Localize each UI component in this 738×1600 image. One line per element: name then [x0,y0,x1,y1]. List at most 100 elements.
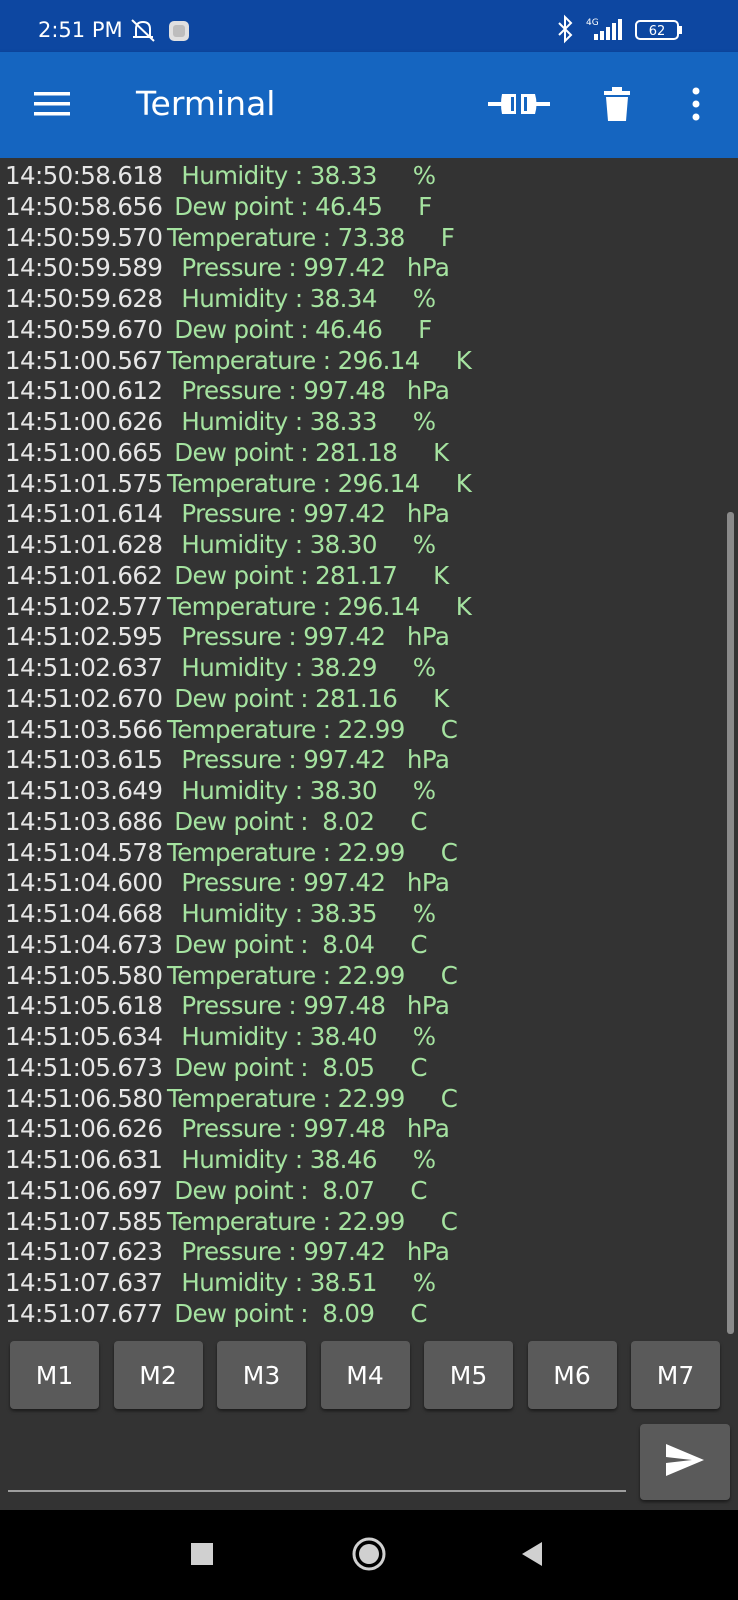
more-vert-icon [691,87,701,126]
line-message: Pressure : 997.42 hPa [167,868,450,898]
line-message: Humidity : 38.33 % [167,161,436,190]
connect-plug-icon [488,89,550,124]
line-message: Dew point : 281.17 K [167,560,449,590]
terminal-line: 14:50:59.670 Dew point : 46.46 F [0,312,738,344]
line-timestamp: 14:51:05.634 [5,1022,163,1051]
recents-button[interactable] [178,1532,226,1580]
scrollbar[interactable] [727,512,734,1334]
terminal-line: 14:51:04.668 Humidity : 38.35 % [0,896,738,928]
terminal-output[interactable]: 14:50:58.618 Humidity : 38.33 % 14:50:58.… [0,158,738,1334]
signal-icon: 4G [580,16,630,47]
menu-button[interactable] [24,78,80,134]
terminal-line: 14:50:59.589 Pressure : 997.42 hPa [0,250,738,283]
terminal-line: 14:51:04.578 Temperature : 22.99 C [0,835,738,867]
terminal-line: 14:51:07.677 Dew point : 8.09 C [0,1296,738,1328]
send-icon [664,1442,706,1483]
send-button[interactable] [640,1424,730,1500]
line-timestamp: 14:51:02.670 [5,683,163,713]
line-timestamp: 14:51:03.649 [5,776,163,805]
terminal-line: 14:51:01.575 Temperature : 296.14 K [0,466,738,498]
macro-button-5[interactable]: M5 [424,1341,513,1409]
terminal-line: 14:51:05.618 Pressure : 997.48 hPa [0,988,738,1021]
line-timestamp: 14:51:03.615 [5,745,163,775]
line-message: Temperature : 296.14 K [167,345,472,375]
send-input[interactable] [8,1422,626,1492]
home-button[interactable] [345,1532,393,1580]
line-timestamp: 14:50:59.589 [5,253,163,283]
status-time: 2:51 PM [38,18,123,42]
network-type-label: 4G [586,18,599,28]
connect-button[interactable] [487,78,551,134]
line-timestamp: 14:50:59.670 [5,314,163,344]
line-message: Pressure : 997.48 hPa [167,376,450,406]
terminal-line: 14:51:02.670 Dew point : 281.16 K [0,681,738,713]
line-timestamp: 14:51:02.577 [5,591,163,621]
terminal-line: 14:50:59.570 Temperature : 73.38 F [0,220,738,252]
macro-button-7[interactable]: M7 [631,1341,720,1409]
line-message: Pressure : 997.42 hPa [167,253,450,283]
line-timestamp: 14:51:07.623 [5,1237,163,1267]
line-timestamp: 14:51:01.662 [5,560,163,590]
line-message: Pressure : 997.42 hPa [167,1237,450,1267]
line-message: Temperature : 22.99 C [167,1206,458,1236]
line-timestamp: 14:51:06.697 [5,1175,163,1205]
terminal-line: 14:51:03.615 Pressure : 997.42 hPa [0,742,738,775]
clear-button[interactable] [589,78,645,134]
terminal-line: 14:51:06.697 Dew point : 8.07 C [0,1173,738,1205]
line-timestamp: 14:51:07.585 [5,1206,163,1236]
terminal-line: 14:51:00.626 Humidity : 38.33 % [0,404,738,436]
line-message: Temperature : 22.99 C [167,837,458,867]
terminal-line: 14:51:00.567 Temperature : 296.14 K [0,343,738,375]
line-message: Humidity : 38.30 % [167,776,436,805]
line-message: Humidity : 38.29 % [167,653,436,682]
line-message: Dew point : 8.04 C [167,929,427,959]
system-nav-bar [0,1510,738,1600]
terminal-line: 14:51:03.566 Temperature : 22.99 C [0,712,738,744]
line-message: Pressure : 997.48 hPa [167,991,450,1021]
macro-button-3[interactable]: M3 [217,1341,306,1409]
macro-button-4[interactable]: M4 [320,1341,410,1409]
macro-button-1[interactable]: M1 [10,1341,99,1409]
circle-home-icon [351,1536,387,1577]
terminal-line: 14:51:07.585 Temperature : 22.99 C [0,1204,738,1236]
line-timestamp: 14:51:06.626 [5,1114,163,1144]
line-message: Pressure : 997.42 hPa [167,622,450,652]
terminal-line: 14:51:05.634 Humidity : 38.40 % [0,1019,738,1051]
macro-button-6[interactable]: M6 [527,1341,617,1409]
terminal-line: 14:51:06.626 Pressure : 997.48 hPa [0,1111,738,1144]
terminal-line: 14:51:01.614 Pressure : 997.42 hPa [0,496,738,529]
line-timestamp: 14:51:03.686 [5,806,163,836]
line-message: Humidity : 38.46 % [167,1145,436,1174]
terminal-line: 14:51:06.580 Temperature : 22.99 C [0,1081,738,1113]
trash-icon [604,86,630,126]
overflow-menu-button[interactable] [668,78,724,134]
line-message: Temperature : 22.99 C [167,960,458,990]
terminal-line: 14:50:59.628 Humidity : 38.34 % [0,281,738,313]
terminal-line: 14:51:03.649 Humidity : 38.30 % [0,773,738,805]
line-timestamp: 14:51:03.566 [5,714,163,744]
line-timestamp: 14:51:07.677 [5,1298,163,1328]
terminal-line: 14:51:02.595 Pressure : 997.42 hPa [0,619,738,652]
line-message: Dew point : 46.46 F [167,314,432,344]
triangle-back-icon [520,1541,544,1572]
macro-button-2[interactable]: M2 [113,1341,203,1409]
line-timestamp: 14:50:58.656 [5,191,163,221]
line-message: Humidity : 38.33 % [167,407,436,436]
terminal-line: 14:51:05.580 Temperature : 22.99 C [0,958,738,990]
line-message: Dew point : 8.09 C [167,1298,427,1328]
terminal-line: 14:51:02.637 Humidity : 38.29 % [0,650,738,682]
line-timestamp: 14:51:01.614 [5,499,163,529]
line-message: Temperature : 296.14 K [167,591,472,621]
bluetooth-icon [556,14,576,49]
back-button[interactable] [508,1532,556,1580]
square-recents-icon [190,1542,214,1571]
line-timestamp: 14:51:00.567 [5,345,163,375]
terminal-line: 14:51:01.662 Dew point : 281.17 K [0,558,738,590]
terminal-line: 14:51:00.665 Dew point : 281.18 K [0,435,738,467]
line-message: Humidity : 38.30 % [167,530,436,559]
page-title: Terminal [136,84,276,123]
line-message: Humidity : 38.40 % [167,1022,436,1051]
line-message: Pressure : 997.42 hPa [167,499,450,529]
line-timestamp: 14:51:00.612 [5,376,163,406]
line-timestamp: 14:51:00.626 [5,407,163,436]
